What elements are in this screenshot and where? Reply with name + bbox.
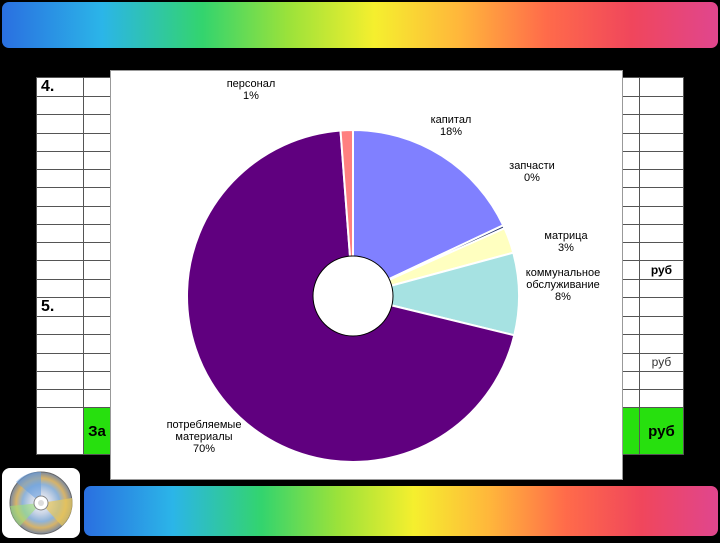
pie-label-5: потребляемые материалы 70% xyxy=(167,419,242,455)
pie-slice-1 xyxy=(352,128,505,298)
cd-disc-icon xyxy=(2,468,80,538)
pie-label-3: матрица 3% xyxy=(544,230,588,254)
top-gradient-bar xyxy=(2,2,718,48)
pie-label-1: капитал 18% xyxy=(431,114,472,138)
section-number-5: 5. xyxy=(36,296,85,318)
pie-chart: капитал 18% запчасти 0% матрица 3% коммунально… xyxy=(167,78,600,463)
bottom-gradient-bar xyxy=(84,486,718,536)
pie-chart-panel: капитал 18% запчасти 0% матрица 3% коммунально… xyxy=(110,70,623,480)
section-number-4: 4. xyxy=(36,77,85,98)
total-row-unit: руб xyxy=(638,407,684,455)
pie-label-4: коммунальное обслуживание 8% xyxy=(526,267,600,303)
pie-label-6: персонал 1% xyxy=(227,78,276,102)
table-cell-unit: руб xyxy=(638,352,684,372)
table-cell-unit: руб xyxy=(638,260,684,280)
pie-label-2: запчасти 0% xyxy=(509,160,555,184)
donut-hole xyxy=(312,255,394,337)
pie-slice-6 xyxy=(339,128,354,297)
